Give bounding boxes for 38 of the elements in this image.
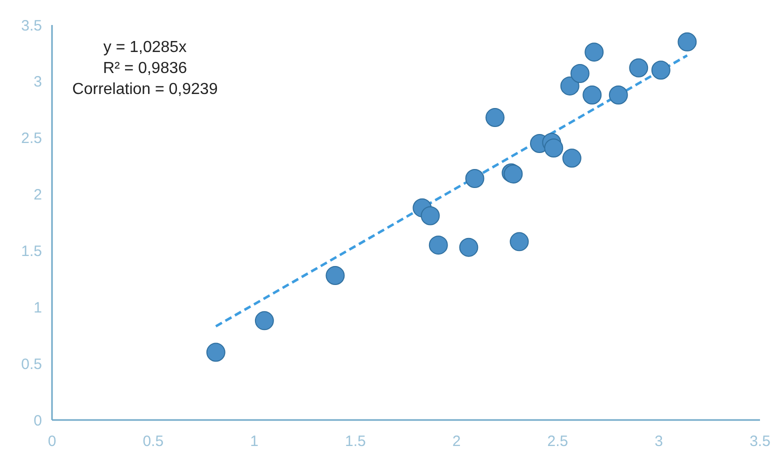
x-tick-label: 0.5 xyxy=(142,433,164,450)
point xyxy=(206,342,226,362)
y-tick-label: 3 xyxy=(34,74,42,91)
annotation: y = 1,0285x xyxy=(103,39,187,56)
y-tick-label: 3.5 xyxy=(21,17,42,34)
y-tick-label: 0.5 xyxy=(21,356,42,373)
y-tick-label: 2 xyxy=(34,186,42,204)
point xyxy=(326,266,345,286)
y-tick-label: 2.5 xyxy=(21,130,42,148)
annotation: Correlation = 0,9239 xyxy=(72,81,218,98)
point xyxy=(570,64,590,84)
point xyxy=(608,85,628,104)
x-tick-label: 3 xyxy=(654,433,664,450)
point xyxy=(254,311,274,330)
point xyxy=(510,232,529,252)
y-tick-label: 0 xyxy=(34,412,42,430)
x-tick-label: 2 xyxy=(452,433,461,450)
point xyxy=(582,85,602,104)
point xyxy=(629,58,648,78)
point xyxy=(560,76,580,96)
y-tick-label: 1 xyxy=(34,299,42,316)
point xyxy=(459,238,478,257)
point xyxy=(465,168,484,188)
point xyxy=(562,148,582,168)
x-tick-label: 1 xyxy=(250,433,258,450)
point xyxy=(428,236,448,255)
x-tick-label: 0 xyxy=(48,433,56,450)
x-tick-label: 2.5 xyxy=(547,433,568,450)
y-tick-label: 1.5 xyxy=(21,242,42,260)
annotation: R² = 0,9836 xyxy=(102,60,188,77)
point xyxy=(420,206,440,226)
point xyxy=(678,32,697,52)
point xyxy=(584,42,604,62)
point xyxy=(544,138,564,158)
x-tick-label: 1.5 xyxy=(345,433,366,450)
point xyxy=(486,108,505,128)
x-tick-label: 3.5 xyxy=(750,433,770,450)
point xyxy=(651,60,670,80)
